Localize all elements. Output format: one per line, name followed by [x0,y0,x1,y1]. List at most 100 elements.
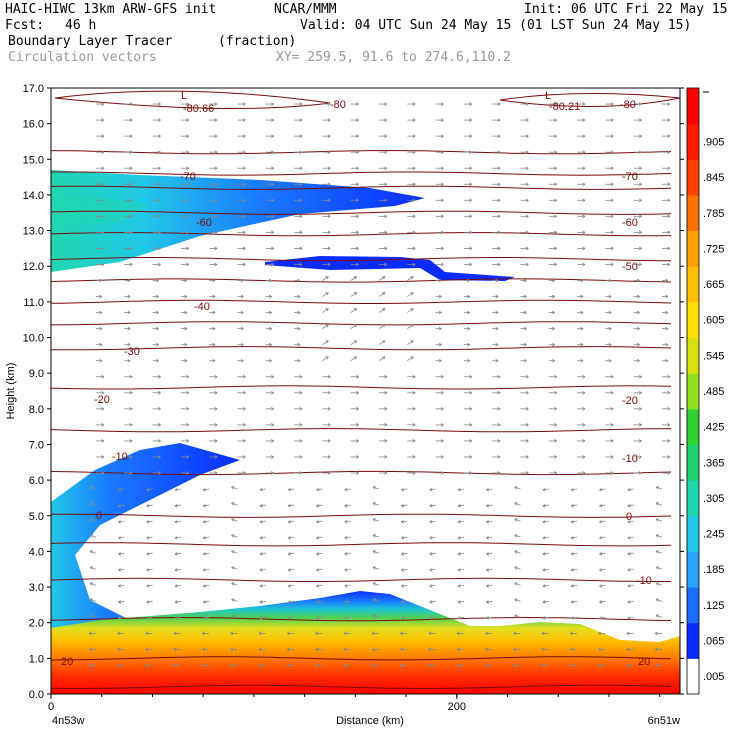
vector-arrowhead [202,584,207,588]
vector-arrowhead [485,631,488,636]
colorbar-swatch [687,301,699,339]
vector-arrowhead [610,407,614,411]
vector-arrowhead [174,616,178,620]
vector-arrowhead [570,600,575,604]
vector-arrowhead [610,118,614,122]
vector-arrowhead [457,584,461,588]
colorbar-swatch [687,408,699,445]
circulation-vector [146,504,153,507]
vector-arrowhead [212,342,216,347]
vector-arrowhead [523,342,527,347]
circulation-vector [655,550,663,554]
isotherm [51,656,672,661]
circulation-vector [542,520,549,523]
isotherm [51,321,672,326]
vector-arrowhead [118,616,122,620]
vector-arrowhead [157,134,161,138]
vector-arrowhead [174,584,178,588]
circulation-vector [429,568,436,571]
vector-arrowhead [667,246,671,251]
vector-arrowhead [146,503,150,508]
vector-arrowhead [580,310,584,315]
circulation-vector [457,552,464,555]
vector-arrowhead [667,423,671,427]
vector-arrowhead [440,374,444,379]
vector-arrowhead [353,292,358,296]
init-time: Init: 06 UTC Fri 22 May 15 [524,2,728,17]
vector-arrowhead [299,166,303,170]
vector-arrowhead [412,374,416,379]
vector-arrowhead [355,102,359,106]
vector-arrowhead [582,118,586,122]
vector-arrowhead [456,663,460,668]
circulation-vector [89,550,97,554]
vector-arrowhead [271,102,274,106]
isotherm-label: 0 [626,511,632,523]
vector-arrowhead [271,262,274,267]
vector-arrowhead [202,487,207,492]
circulation-vector [429,552,436,555]
vector-arrowhead [355,390,359,395]
vector-arrowhead [608,326,612,331]
x-tick-label: 200 [448,701,466,713]
vector-arrowhead [101,134,105,138]
vector-arrowhead [145,663,149,668]
vector-arrowhead [457,551,461,556]
vector-arrowhead [525,166,529,170]
circulation-vector [174,552,181,555]
vector-arrowhead [174,551,178,556]
vector-arrowhead [525,390,529,395]
vector-arrowhead [582,102,586,106]
vector-arrowhead [186,374,190,379]
vector-arrowhead [497,246,501,251]
vector-arrowhead [636,358,640,363]
vector-arrowhead [497,166,501,170]
vector-arrowhead [610,166,614,170]
vector-arrowhead [440,230,444,235]
vector-arrowhead [469,423,473,427]
circulation-vector [322,308,329,313]
circulation-vector [118,488,125,491]
circulation-vector [146,584,153,587]
vector-arrowhead [89,582,94,586]
vector-arrowhead [610,182,614,187]
vector-arrowhead [297,310,301,315]
vector-arrowhead [327,246,331,251]
circulation-vector [599,504,606,507]
circulation-vector [655,534,663,538]
vector-arrowhead [287,503,292,508]
vector-arrowhead [88,663,92,668]
vector-arrowhead [497,471,501,475]
vector-arrowhead [570,584,575,588]
vector-arrowhead [412,423,416,427]
vector-arrowhead [214,423,218,427]
vector-arrowhead [157,390,161,395]
colorbar-swatch [687,159,699,196]
vector-arrowhead [400,663,404,668]
vector-arrowhead [523,358,527,363]
isotherm-label: -60 [196,217,212,229]
vector-arrowhead [371,663,375,668]
circulation-vector [599,552,606,555]
vector-arrowhead [214,166,218,170]
circulation-vector [627,600,634,603]
vector-arrowhead [157,230,161,235]
vector-arrowhead [297,342,301,347]
vector-arrowhead [469,118,473,122]
vector-arrowhead [146,551,150,556]
vector-arrowhead [525,150,529,154]
x-axis-label: Distance (km) [336,715,404,727]
vector-arrowhead [456,647,460,652]
circulation-vector [89,598,97,602]
vector-arrowhead [101,423,105,427]
vector-arrowhead [297,294,301,299]
vector-arrowhead [467,358,471,363]
vector-arrowhead [608,358,612,363]
circulation-vector [350,292,357,297]
circulation-vector [457,520,464,523]
vector-arrowhead [327,150,331,154]
vector-arrowhead [525,471,529,475]
circulation-vector [174,584,181,587]
vector-arrowhead [155,278,159,283]
circulation-vector [259,584,266,587]
